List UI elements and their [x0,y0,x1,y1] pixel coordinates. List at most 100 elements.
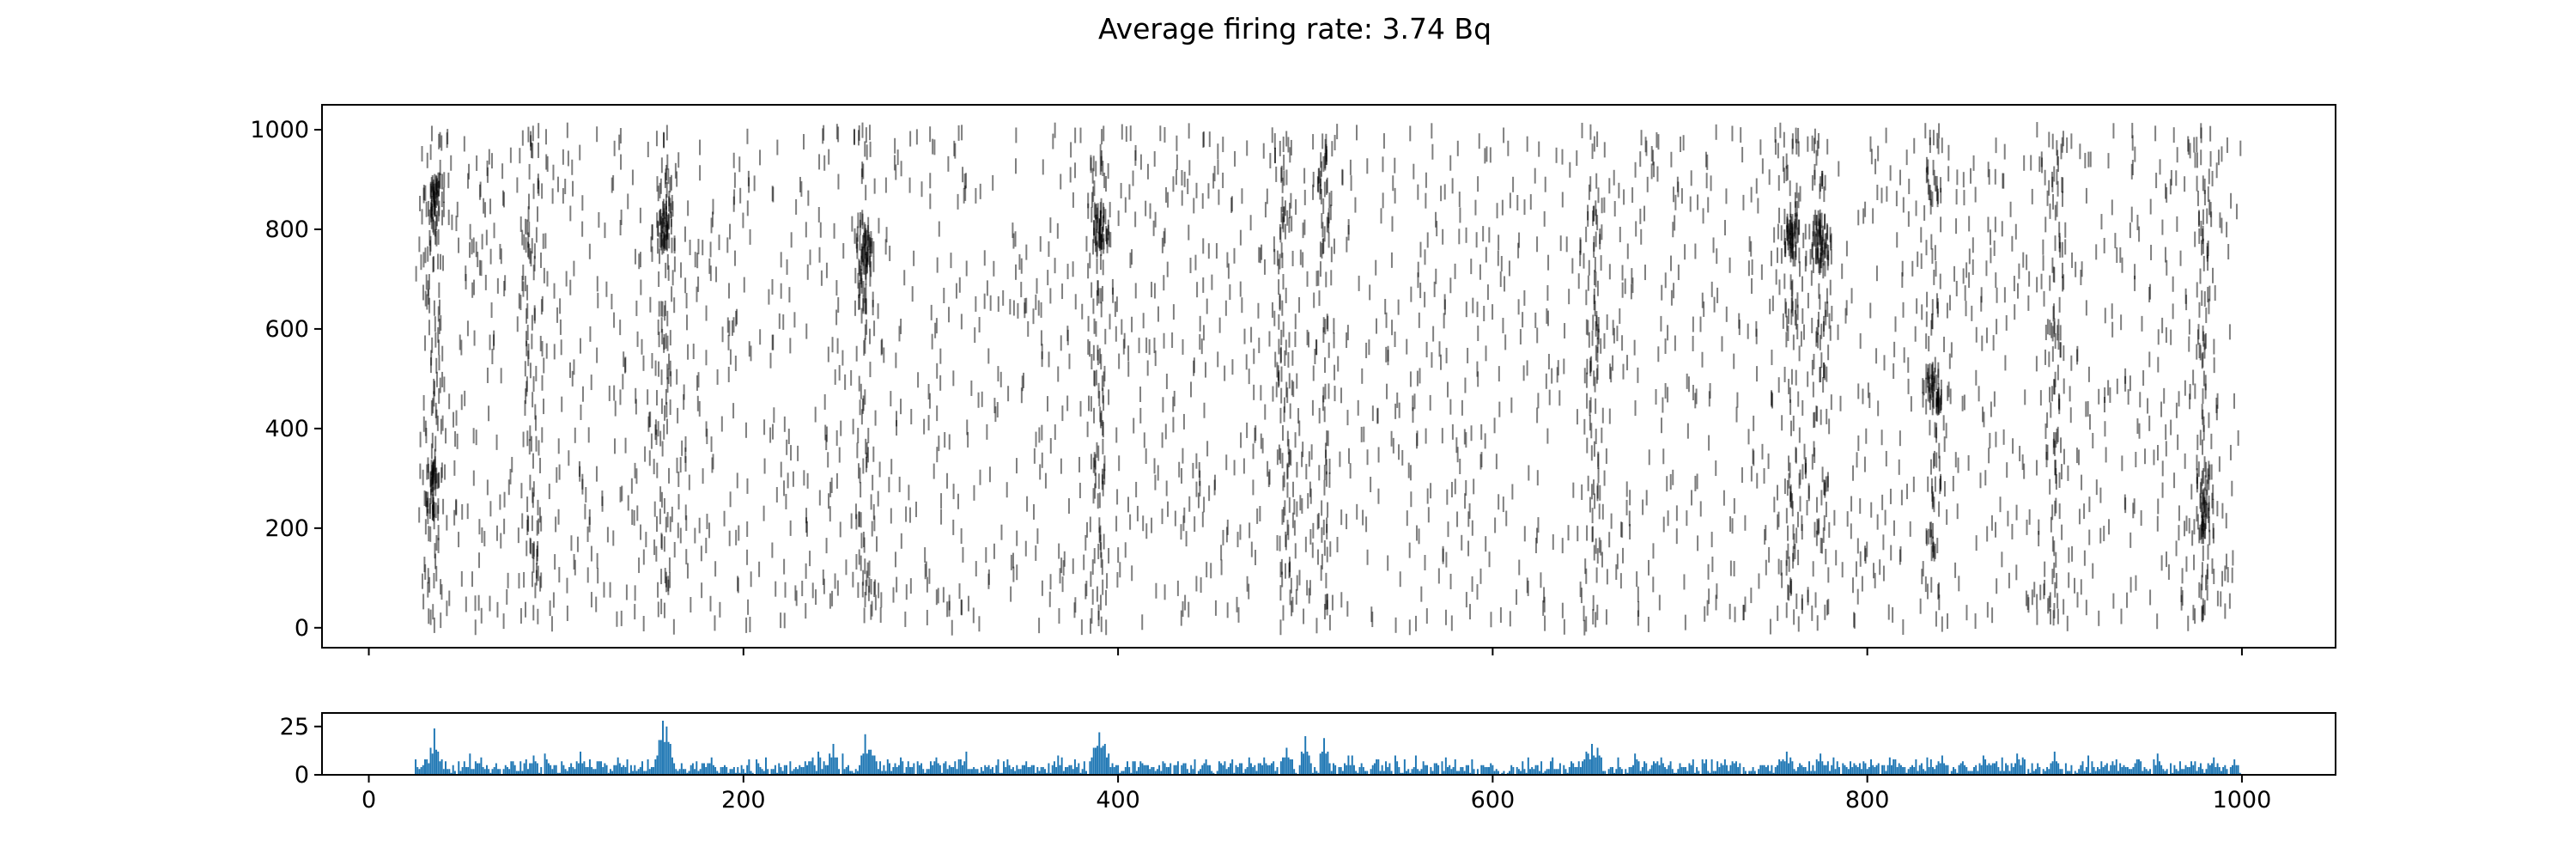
histogram-bar [2089,772,2092,775]
histogram-bar [978,772,981,775]
histogram-bar [1656,761,1659,775]
histogram-bar [2215,767,2217,775]
histogram-bar [1593,755,1595,775]
histogram-bar [956,769,958,775]
histogram-bar [1782,759,1784,775]
histogram-bar [482,767,484,775]
histogram-bar [1097,746,1099,775]
histogram-bar [1748,771,1751,775]
histogram-bar [1259,763,1261,775]
histogram-bar [811,757,814,775]
histogram-bar [2132,767,2135,775]
histogram-bar [617,757,619,775]
histogram-bar [1261,765,1264,775]
histogram-bar [1534,765,1537,775]
histogram-bar [1761,765,1764,775]
histogram-bar [2080,765,2082,775]
histogram-x-tick-label: 800 [1845,787,1890,813]
histogram-bar [1431,771,1434,775]
histogram-bar [823,761,825,775]
histogram-bar [2218,767,2221,775]
histogram-bar [452,765,454,775]
histogram-bar [1042,767,1044,775]
histogram-bar [714,767,717,775]
histogram-bar [653,767,655,775]
histogram-bar [515,771,518,775]
histogram-bar [1388,763,1391,775]
histogram-bar [2038,767,2041,775]
histogram-bar [1224,761,1226,775]
histogram-bar [1377,759,1380,775]
histogram-bar [1997,767,2000,775]
histogram-bar [585,767,587,775]
histogram-bar [975,769,977,775]
histogram-bar [731,769,733,775]
histogram-bar [463,761,465,775]
histogram-bar [894,763,896,775]
histogram-bar [605,765,608,775]
histogram-bar [2232,765,2234,775]
histogram-bar [1328,763,1331,775]
histogram-bar [525,759,527,775]
histogram-bar [1014,771,1017,775]
histogram-bar [1465,765,1467,775]
histogram-bar [1295,772,1297,775]
histogram-bar [1287,757,1290,775]
histogram-bar [1553,769,1556,775]
histogram-bar [1032,765,1035,775]
histogram-bar [1650,765,1653,775]
histogram-bar [1282,757,1285,775]
histogram-bar [1309,763,1312,775]
histogram-bar [1053,761,1055,775]
histogram-bar [2178,761,2181,775]
histogram-bar [1932,767,1934,775]
histogram-bar [1977,771,1979,775]
histogram-bar [1482,765,1485,775]
histogram-bar [1373,763,1376,775]
histogram-bar [450,772,453,775]
histogram-bar [2105,763,2108,775]
histogram-bar [950,767,952,775]
histogram-bar [1422,761,1425,775]
histogram-bar [834,757,836,775]
histogram-bar [1049,772,1052,775]
histogram-bar [1583,759,1586,775]
histogram-bar [1820,753,1822,775]
histogram-bar [1279,761,1282,775]
histogram-bar [1868,767,1870,775]
histogram-bar [1907,769,1910,775]
histogram-bar [2129,769,2131,775]
histogram-bar [1265,763,1267,775]
histogram-bar [1552,757,1554,775]
histogram-bar [2023,759,2026,775]
histogram-bar [1679,763,1681,775]
histogram-bar [1019,769,1022,775]
histogram-bar [420,767,422,775]
histogram-bar [1714,771,1716,775]
histogram-bar [613,765,616,775]
histogram-bar [678,769,681,775]
histogram-bar [1883,765,1886,775]
histogram-bar [1411,769,1413,775]
histogram-bar [2115,759,2117,775]
histogram-bar [691,763,694,775]
histogram-bar [881,771,884,775]
histogram-bar [634,765,636,775]
histogram-bar [1072,769,1074,775]
histogram-bar [1542,772,1545,775]
histogram-bar [1036,767,1039,775]
histogram-bar [1923,769,1925,775]
histogram-bar [1319,753,1321,775]
histogram-bar [1619,767,1621,775]
histogram-bar [2085,767,2087,775]
histogram-bar [499,769,501,775]
histogram-bar [1759,765,1762,775]
histogram-bar [2202,769,2204,775]
histogram-bar [489,772,492,775]
histogram-bar [1300,752,1303,775]
histogram-bar [2061,769,2063,775]
histogram-bar [1885,771,1887,775]
histogram-bar [1450,769,1453,775]
histogram-bar [1242,772,1245,775]
